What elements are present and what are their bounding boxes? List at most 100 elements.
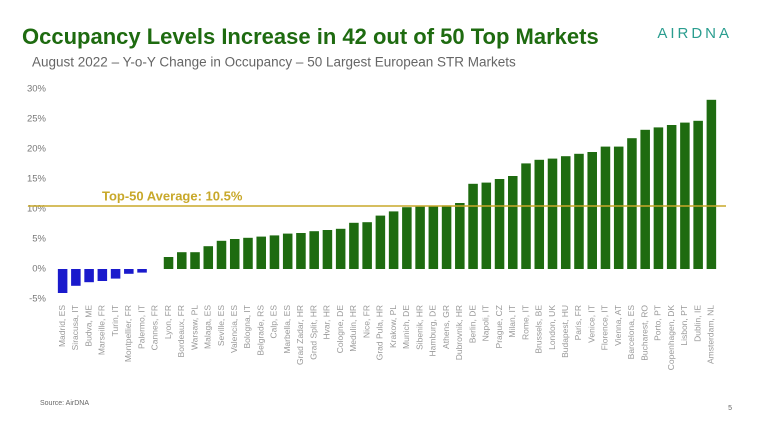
bar xyxy=(494,179,505,269)
y-tick-label: 15% xyxy=(27,174,47,185)
x-tick-label: Napoli, IT xyxy=(481,305,491,341)
x-tick-label: Vienna, AT xyxy=(613,305,623,346)
bar xyxy=(613,146,624,269)
bar xyxy=(229,239,240,269)
bar xyxy=(441,205,452,269)
x-tick-label: Krakow, PL xyxy=(388,305,398,348)
x-tick-label: Marseille, FR xyxy=(97,305,107,355)
bar xyxy=(468,183,478,269)
bar xyxy=(57,269,68,293)
x-tick-label: Amsterdam, NL xyxy=(706,305,716,364)
bar xyxy=(124,269,134,274)
bar xyxy=(521,163,531,269)
x-tick-label: Milan, IT xyxy=(507,305,517,338)
bar xyxy=(481,182,492,269)
x-tick-label: Venice, IT xyxy=(586,305,596,343)
x-tick-label: Barcelona, ES xyxy=(626,305,636,360)
x-tick-label: Cannes, FR xyxy=(150,305,160,350)
x-tick-label: Belgrade, RS xyxy=(255,305,265,356)
x-tick-label: Montpellier, FR xyxy=(123,305,133,362)
x-tick-label: Medulin, HR xyxy=(348,305,358,352)
y-tick-label: 5% xyxy=(32,234,46,245)
source: Source: AirDNA xyxy=(40,400,89,407)
bar xyxy=(547,158,558,269)
x-tick-label: Athens, GR xyxy=(441,305,451,349)
page-number: 5 xyxy=(728,405,732,412)
bar xyxy=(627,138,637,269)
x-tick-label: Malaga, ES xyxy=(203,305,213,349)
x-tick-label: Warsaw, PL xyxy=(189,305,199,350)
bar xyxy=(177,252,187,269)
bar xyxy=(693,120,703,269)
bar xyxy=(190,252,200,269)
y-tick-label: 10% xyxy=(27,204,47,215)
bar xyxy=(282,233,293,269)
logo: AIRDNA xyxy=(657,25,732,42)
bar xyxy=(296,233,306,269)
x-tick-label: Grad Pula, HR xyxy=(375,305,385,360)
x-tick-label: Turin, IT xyxy=(110,305,120,336)
bar xyxy=(243,237,253,269)
bar xyxy=(640,129,650,269)
x-tick-label: Munich, DE xyxy=(401,305,411,349)
bar xyxy=(269,235,280,269)
bar xyxy=(587,152,597,269)
bar xyxy=(97,269,108,281)
x-tick-label: Berlin, DE xyxy=(467,305,477,344)
bar xyxy=(335,228,346,269)
bar xyxy=(163,257,174,269)
y-tick-label: -5% xyxy=(29,294,46,305)
x-tick-label: Grad Split, HR xyxy=(308,305,318,360)
x-tick-label: Hamburg, DE xyxy=(428,305,438,357)
bar xyxy=(680,122,690,269)
y-tick-label: 25% xyxy=(27,114,47,125)
x-tick-label: Lyon, FR xyxy=(163,305,173,339)
bar xyxy=(402,207,412,269)
chart-subtitle: August 2022 – Y-o-Y Change in Occupancy … xyxy=(32,55,516,70)
x-tick-label: Nice, FR xyxy=(361,305,371,338)
bar xyxy=(508,176,518,269)
bar xyxy=(428,206,439,269)
x-tick-label: Lisbon, PT xyxy=(679,305,689,346)
bar xyxy=(110,269,121,279)
bar xyxy=(375,215,386,269)
y-tick-label: 30% xyxy=(27,84,47,95)
x-tick-label: Budapest, HU xyxy=(560,305,570,358)
x-tick-label: Cologne, DE xyxy=(335,305,345,354)
bar xyxy=(534,159,545,269)
y-tick-label: 0% xyxy=(32,264,46,275)
bar xyxy=(574,153,584,269)
x-tick-label: Seville, ES xyxy=(216,305,226,346)
bar xyxy=(362,222,372,269)
chart-title: Occupancy Levels Increase in 42 out of 5… xyxy=(22,24,599,49)
bar xyxy=(415,206,425,269)
bar xyxy=(71,269,81,286)
x-tick-label: Madrid, ES xyxy=(57,305,67,347)
x-tick-label: Hvar, HR xyxy=(322,305,332,339)
bar xyxy=(653,127,664,270)
x-tick-label: Copenhagen, DK xyxy=(666,305,676,371)
bar xyxy=(706,99,717,269)
x-tick-label: Bordeaux, FR xyxy=(176,305,186,357)
x-tick-label: Palermo, IT xyxy=(136,305,146,349)
bar xyxy=(600,146,611,269)
x-tick-label: Florence, IT xyxy=(600,305,610,350)
x-tick-label: Dubrovnik, HR xyxy=(454,305,464,360)
x-tick-label: Marbella, ES xyxy=(282,305,292,354)
average-label: Top-50 Average: 10.5% xyxy=(102,188,243,203)
bar xyxy=(666,125,677,269)
bar xyxy=(322,230,333,269)
x-tick-label: Siracusa, IT xyxy=(70,305,80,350)
x-tick-label: Grad Zadar, HR xyxy=(295,305,305,365)
bar xyxy=(388,211,399,269)
bar xyxy=(560,156,571,269)
x-tick-label: London, UK xyxy=(547,305,557,350)
x-tick-label: Bologna, IT xyxy=(242,305,252,348)
bar xyxy=(203,246,214,269)
bar xyxy=(256,236,266,269)
x-tick-label: Budva, ME xyxy=(83,305,93,347)
bar xyxy=(137,269,147,273)
x-tick-label: Bucharest, RO xyxy=(639,305,649,361)
bar xyxy=(84,269,94,283)
